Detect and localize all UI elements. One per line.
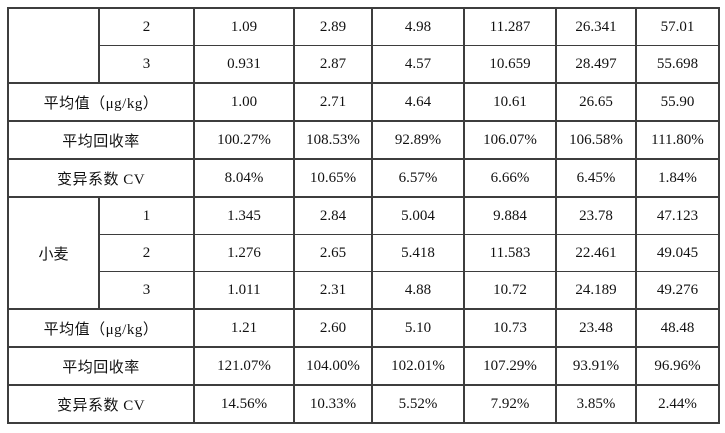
value-cell: 22.461: [555, 234, 637, 272]
value-cell: 5.52%: [371, 384, 465, 424]
value-cell: 93.91%: [555, 346, 637, 386]
table-row: 3 0.931 2.87 4.57 10.659 28.497 55.698: [8, 45, 720, 84]
value-cell: 28.497: [555, 45, 637, 84]
value-cell: 10.73: [463, 308, 557, 348]
value-cell: 48.48: [635, 308, 720, 348]
value-cell: 55.90: [635, 82, 720, 122]
value-cell: 10.659: [463, 45, 557, 84]
value-cell: 55.698: [635, 45, 720, 84]
value-cell: 10.61: [463, 82, 557, 122]
value-cell: 4.57: [371, 45, 465, 84]
replicate-number-cell: 3: [98, 271, 195, 310]
mean-label-cell: 平均值（μg/kg）: [7, 308, 195, 348]
value-cell: 4.88: [371, 271, 465, 310]
value-cell: 102.01%: [371, 346, 465, 386]
value-cell: 7.92%: [463, 384, 557, 424]
table-row: 2 1.09 2.89 4.98 11.287 26.341 57.01: [7, 7, 720, 84]
value-cell: 57.01: [635, 7, 720, 46]
mean-label-cell: 平均值（μg/kg）: [7, 82, 195, 122]
value-cell: 26.341: [555, 7, 637, 46]
recovery-data-table: 2 1.09 2.89 4.98 11.287 26.341 57.01 3 0…: [7, 7, 720, 424]
value-cell: 6.66%: [463, 158, 557, 198]
value-cell: 3.85%: [555, 384, 637, 424]
value-cell: 1.00: [193, 82, 295, 122]
value-cell: 6.57%: [371, 158, 465, 198]
table-row-recovery: 平均回收率 100.27% 108.53% 92.89% 106.07% 106…: [7, 120, 720, 160]
value-cell: 1.21: [193, 308, 295, 348]
value-cell: 2.65: [293, 234, 373, 272]
value-cell: 2.60: [293, 308, 373, 348]
value-cell: 106.58%: [555, 120, 637, 160]
value-cell: 23.48: [555, 308, 637, 348]
value-cell: 49.045: [635, 234, 720, 272]
replicate-number-cell: 1: [98, 196, 195, 235]
value-cell: 14.56%: [193, 384, 295, 424]
value-cell: 47.123: [635, 196, 720, 235]
value-cell: 24.189: [555, 271, 637, 310]
value-cell: 11.287: [463, 7, 557, 46]
replicate-number-cell: 2: [98, 7, 195, 46]
value-cell: 1.09: [193, 7, 295, 46]
table-row: 2 1.276 2.65 5.418 11.583 22.461 49.045: [8, 234, 720, 272]
value-cell: 107.29%: [463, 346, 557, 386]
value-cell: 1.84%: [635, 158, 720, 198]
table-row: 3 1.011 2.31 4.88 10.72 24.189 49.276: [8, 271, 720, 310]
value-cell: 4.64: [371, 82, 465, 122]
value-cell: 104.00%: [293, 346, 373, 386]
value-cell: 10.33%: [293, 384, 373, 424]
value-cell: 96.96%: [635, 346, 720, 386]
table-row-mean: 平均值（μg/kg） 1.00 2.71 4.64 10.61 26.65 55…: [7, 82, 720, 122]
value-cell: 0.931: [193, 45, 295, 84]
value-cell: 111.80%: [635, 120, 720, 160]
value-cell: 1.276: [193, 234, 295, 272]
table-row-recovery: 平均回收率 121.07% 104.00% 102.01% 107.29% 93…: [7, 346, 720, 386]
replicate-number-cell: 2: [98, 234, 195, 272]
table-row: 小麦 1 1.345 2.84 5.004 9.884 23.78 47.123: [7, 196, 720, 310]
cv-label-cell: 变异系数 CV: [7, 384, 195, 424]
cv-label-cell: 变异系数 CV: [7, 158, 195, 198]
value-cell: 26.65: [555, 82, 637, 122]
value-cell: 2.89: [293, 7, 373, 46]
value-cell: 8.04%: [193, 158, 295, 198]
value-cell: 1.345: [193, 196, 295, 235]
value-cell: 106.07%: [463, 120, 557, 160]
sample-name-cell-empty: [7, 7, 100, 84]
table-row-cv: 变异系数 CV 8.04% 10.65% 6.57% 6.66% 6.45% 1…: [7, 158, 720, 198]
value-cell: 5.004: [371, 196, 465, 235]
table-row-mean: 平均值（μg/kg） 1.21 2.60 5.10 10.73 23.48 48…: [7, 308, 720, 348]
value-cell: 10.65%: [293, 158, 373, 198]
value-cell: 92.89%: [371, 120, 465, 160]
value-cell: 2.87: [293, 45, 373, 84]
value-cell: 2.84: [293, 196, 373, 235]
value-cell: 6.45%: [555, 158, 637, 198]
value-cell: 2.31: [293, 271, 373, 310]
value-cell: 100.27%: [193, 120, 295, 160]
value-cell: 2.44%: [635, 384, 720, 424]
recovery-label-cell: 平均回收率: [7, 346, 195, 386]
value-cell: 108.53%: [293, 120, 373, 160]
value-cell: 4.98: [371, 7, 465, 46]
replicate-number-cell: 3: [98, 45, 195, 84]
value-cell: 49.276: [635, 271, 720, 310]
value-cell: 11.583: [463, 234, 557, 272]
value-cell: 10.72: [463, 271, 557, 310]
value-cell: 5.10: [371, 308, 465, 348]
value-cell: 2.71: [293, 82, 373, 122]
value-cell: 5.418: [371, 234, 465, 272]
value-cell: 9.884: [463, 196, 557, 235]
value-cell: 1.011: [193, 271, 295, 310]
sample-name-wheat-cell: 小麦: [7, 196, 100, 310]
table-row-cv: 变异系数 CV 14.56% 10.33% 5.52% 7.92% 3.85% …: [7, 384, 720, 424]
value-cell: 121.07%: [193, 346, 295, 386]
value-cell: 23.78: [555, 196, 637, 235]
recovery-label-cell: 平均回收率: [7, 120, 195, 160]
